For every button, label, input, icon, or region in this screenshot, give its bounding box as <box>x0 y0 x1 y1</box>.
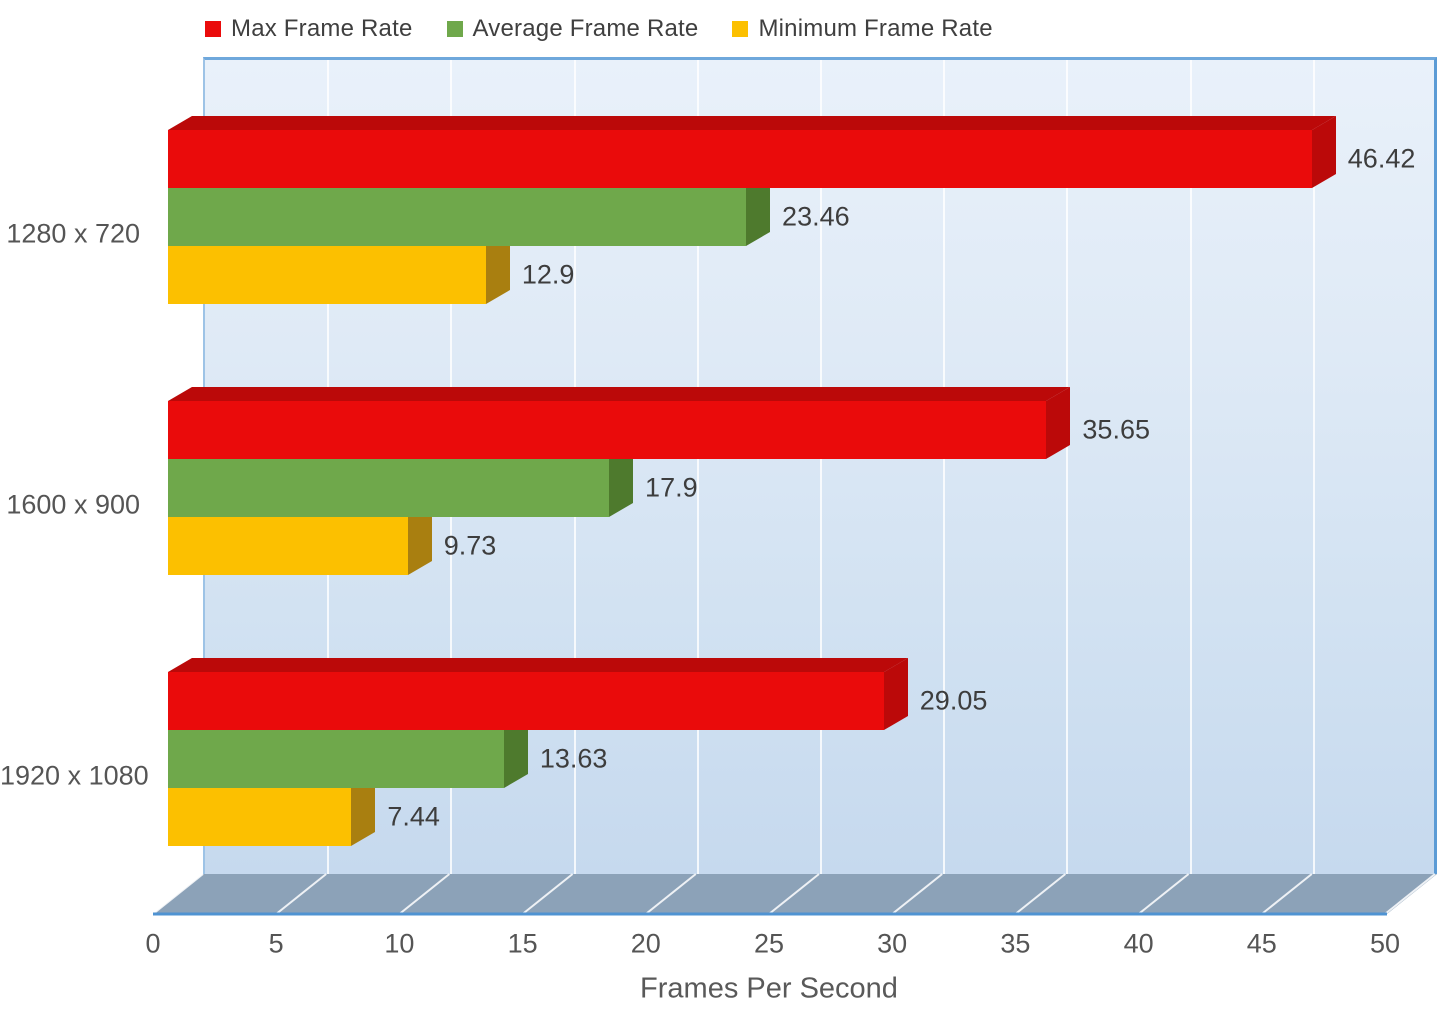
category-label-1920-x-1080: 1920 x 1080 <box>0 760 149 791</box>
bar-average-frame-rate-1920-x-1080 <box>168 730 504 788</box>
legend-item-max-frame-rate: Max Frame Rate <box>205 15 413 43</box>
legend-label: Average Frame Rate <box>472 15 699 42</box>
x-tick-15: 15 <box>507 928 538 959</box>
value-label-minimum-frame-rate-1920-x-1080: 7.44 <box>387 801 440 832</box>
x-tick-45: 45 <box>1246 928 1277 959</box>
x-tick-40: 40 <box>1123 928 1154 959</box>
bar-max-frame-rate-1600-x-900 <box>168 401 1047 459</box>
value-label-minimum-frame-rate-1280-x-720: 12.9 <box>521 259 575 290</box>
gridline-25 <box>820 60 822 874</box>
bar-max-frame-rate-1280-x-720 <box>168 130 1312 188</box>
value-label-max-frame-rate-1920-x-1080: 29.05 <box>919 685 988 716</box>
bar-average-frame-rate-1600-x-900 <box>168 459 610 517</box>
legend-swatch-icon-minimum-frame-rate <box>732 21 749 37</box>
value-label-average-frame-rate-1600-x-900: 17.9 <box>645 472 698 503</box>
x-tick-20: 20 <box>630 928 661 959</box>
legend-item-average-frame-rate: Average Frame Rate <box>446 15 699 43</box>
bar-minimum-frame-rate-1600-x-900 <box>168 517 408 575</box>
x-tick-35: 35 <box>1000 928 1031 959</box>
gridline-35 <box>1066 60 1069 874</box>
x-tick-10: 10 <box>384 928 415 959</box>
x-tick-50: 50 <box>1369 928 1401 959</box>
x-tick-0: 0 <box>145 928 161 959</box>
legend-item-minimum-frame-rate: Minimum Frame Rate <box>732 15 993 43</box>
gridline-20 <box>696 60 699 874</box>
x-tick-5: 5 <box>268 928 284 959</box>
legend: Max Frame Rate Average Frame Rate Minimum … <box>205 15 993 43</box>
legend-swatch-icon-average-frame-rate <box>446 21 463 37</box>
gridline-40 <box>1189 60 1192 874</box>
bar-minimum-frame-rate-1280-x-720 <box>168 246 486 304</box>
x-tick-30: 30 <box>877 928 908 959</box>
legend-label: Max Frame Rate <box>231 15 413 42</box>
value-label-minimum-frame-rate-1600-x-900: 9.73 <box>443 530 497 561</box>
gridline-30 <box>943 60 946 874</box>
category-label-1280-x-720: 1280 x 720 <box>6 218 140 249</box>
category-label-1600-x-900: 1600 x 900 <box>6 489 140 520</box>
value-label-average-frame-rate-1920-x-1080: 13.63 <box>539 743 608 774</box>
legend-swatch-icon-max-frame-rate <box>205 21 221 37</box>
bar-minimum-frame-rate-1920-x-1080 <box>168 788 352 846</box>
bar-average-frame-rate-1280-x-720 <box>168 188 747 246</box>
bar-max-frame-rate-1920-x-1080 <box>168 672 884 730</box>
legend-label: Minimum Frame Rate <box>758 15 993 42</box>
x-axis-title: Frames Per Second <box>640 972 898 1005</box>
gridline-45 <box>1312 60 1315 874</box>
value-label-max-frame-rate-1280-x-720: 46.42 <box>1347 143 1416 174</box>
x-tick-25: 25 <box>753 928 785 959</box>
value-label-average-frame-rate-1280-x-720: 23.46 <box>782 201 850 232</box>
value-label-max-frame-rate-1600-x-900: 35.65 <box>1082 414 1150 445</box>
